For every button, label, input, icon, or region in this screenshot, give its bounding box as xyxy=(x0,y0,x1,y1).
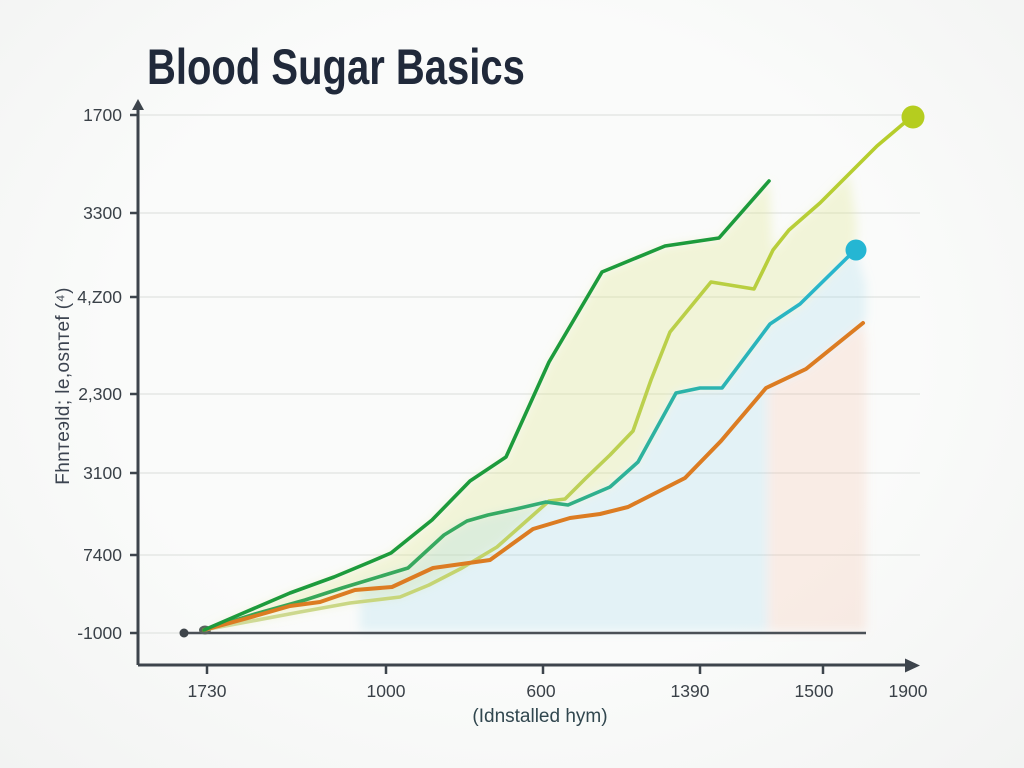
svg-text:2,300: 2,300 xyxy=(78,384,122,404)
svg-text:3100: 3100 xyxy=(83,463,122,483)
svg-text:1700: 1700 xyxy=(83,105,122,125)
svg-text:3300: 3300 xyxy=(83,203,122,223)
svg-text:1500: 1500 xyxy=(795,681,834,701)
svg-text:1730: 1730 xyxy=(188,681,227,701)
svg-text:600: 600 xyxy=(526,681,555,701)
svg-text:4,Z00: 4,Z00 xyxy=(77,287,122,307)
svg-text:7400: 7400 xyxy=(83,545,122,565)
svg-text:Fhnтeэld; le,osnтef (⁴): Fhnтeэld; le,osnтef (⁴) xyxy=(53,287,74,485)
svg-text:1390: 1390 xyxy=(671,681,710,701)
svg-text:1000: 1000 xyxy=(367,681,406,701)
svg-text:1900: 1900 xyxy=(889,681,928,701)
svg-text:(Idnstalled hym): (Idnstalled hym) xyxy=(472,706,607,727)
svg-text:-1000: -1000 xyxy=(77,623,122,643)
